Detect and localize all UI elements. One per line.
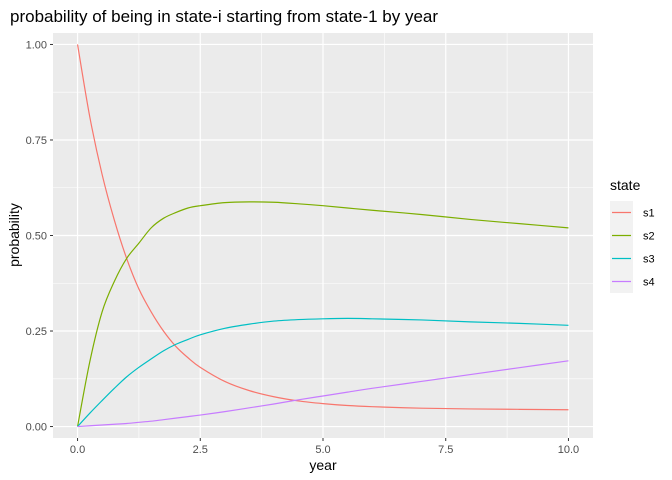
major-gridlines — [53, 33, 593, 438]
series-lines — [76, 44, 569, 428]
legend-label-s2: s2 — [643, 231, 655, 243]
y-tick-label: 1.00 — [26, 39, 47, 51]
x-tick-label: 10.0 — [558, 444, 579, 456]
x-tick-label: 0.0 — [70, 444, 85, 456]
legend-label-s1: s1 — [643, 208, 655, 220]
x-axis: 0.0 2.5 5.0 7.5 10.0 — [70, 438, 579, 456]
series-line-s3 — [77, 317, 569, 427]
y-tick-label: 0.75 — [26, 135, 47, 147]
series-line-s2 — [76, 201, 569, 427]
chart-title: probability of being in state-i starting… — [10, 7, 438, 26]
legend: state s1 s2 s3 s4 — [610, 177, 655, 293]
y-axis: 0.00 0.25 0.50 0.75 1.00 — [26, 39, 53, 434]
series-line-s4 — [77, 360, 569, 428]
x-axis-title: year — [309, 457, 337, 473]
y-tick-label: 0.50 — [26, 231, 47, 243]
series-line-s1 — [76, 44, 569, 411]
x-tick-label: 2.5 — [193, 444, 208, 456]
x-tick-label: 5.0 — [315, 444, 330, 456]
legend-label-s4: s4 — [643, 277, 655, 289]
y-axis-title: probability — [6, 203, 22, 267]
y-tick-label: 0.00 — [26, 422, 47, 434]
x-tick-label: 7.5 — [438, 444, 453, 456]
y-tick-label: 0.25 — [26, 326, 47, 338]
legend-title: state — [610, 177, 641, 193]
legend-label-s3: s3 — [643, 254, 655, 266]
